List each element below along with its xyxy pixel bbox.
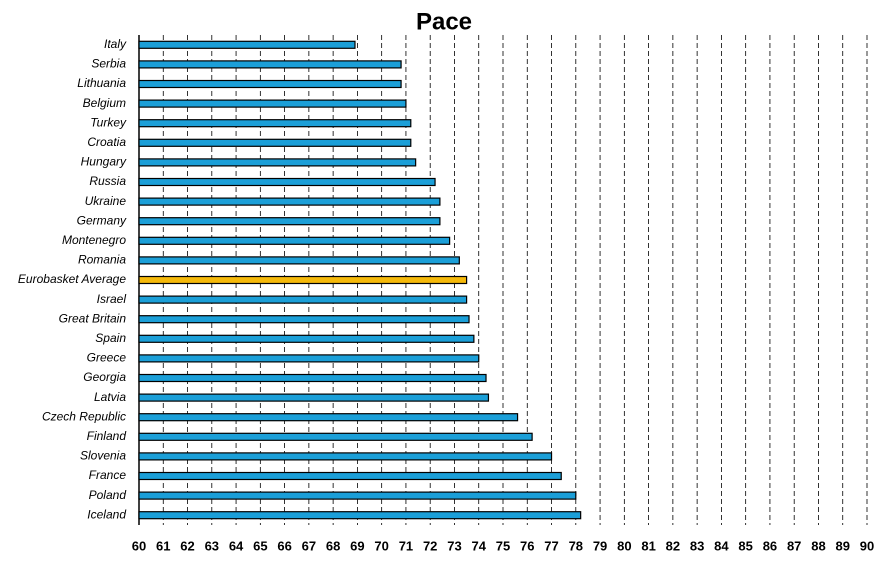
x-tick-label: 72	[423, 538, 437, 553]
y-tick-label: Czech Republic	[42, 409, 126, 423]
y-tick-label: Lithuania	[77, 76, 126, 90]
y-tick-label: Poland	[89, 488, 127, 502]
x-tick-label: 75	[496, 538, 510, 553]
bar	[138, 236, 451, 245]
x-tick-label: 62	[180, 538, 194, 553]
x-tick-label: 73	[447, 538, 461, 553]
y-tick-label: Greece	[87, 351, 127, 365]
x-tick-label: 90	[860, 538, 874, 553]
bar	[138, 315, 470, 324]
x-tick-label: 71	[399, 538, 413, 553]
x-tick-label: 64	[229, 538, 244, 553]
bar	[138, 393, 490, 402]
chart-title: Pace	[416, 8, 472, 35]
x-tick-label: 70	[374, 538, 388, 553]
bar	[138, 354, 480, 363]
y-tick-label: Iceland	[87, 507, 126, 521]
bar	[138, 452, 553, 461]
bar	[138, 432, 533, 441]
y-tick-label: Ukraine	[85, 194, 127, 208]
bar	[138, 158, 417, 167]
x-tick-label: 80	[617, 538, 631, 553]
x-tick-label: 74	[471, 538, 486, 553]
y-tick-label: Hungary	[81, 155, 127, 169]
bar	[138, 99, 407, 108]
x-tick-label: 79	[593, 538, 607, 553]
x-tick-label: 78	[569, 538, 583, 553]
x-tick-label: 67	[302, 538, 316, 553]
y-tick-label: Eurobasket Average	[18, 272, 126, 286]
x-tick-label: 81	[641, 538, 655, 553]
y-tick-label: Romania	[78, 253, 126, 267]
bar	[138, 217, 441, 226]
x-tick-label: 84	[714, 538, 729, 553]
x-tick-label: 65	[253, 538, 267, 553]
x-tick-label: 77	[544, 538, 558, 553]
bar	[138, 491, 577, 500]
x-tick-label: 68	[326, 538, 340, 553]
bar	[138, 275, 468, 285]
bar	[138, 295, 468, 304]
y-tick-label: Germany	[77, 213, 127, 227]
bar	[138, 40, 356, 49]
x-tick-label: 76	[520, 538, 534, 553]
y-tick-label: Croatia	[87, 135, 126, 149]
bar	[138, 60, 402, 69]
x-tick-label: 85	[738, 538, 752, 553]
bar	[138, 413, 519, 422]
x-tick-label: 60	[132, 538, 146, 553]
bar	[138, 256, 460, 265]
bar	[138, 79, 402, 89]
bar	[138, 138, 412, 147]
bar	[138, 119, 412, 128]
y-tick-label: Serbia	[91, 57, 126, 71]
bar	[138, 373, 487, 383]
y-tick-label: Russia	[89, 174, 126, 188]
bar	[138, 471, 562, 481]
y-tick-label: Montenegro	[62, 233, 126, 247]
x-tick-label: 69	[350, 538, 364, 553]
x-tick-label: 61	[156, 538, 170, 553]
x-tick-label: 66	[277, 538, 291, 553]
y-tick-label: Latvia	[94, 390, 126, 404]
x-tick-label: 63	[205, 538, 219, 553]
y-tick-label: Finland	[87, 429, 127, 443]
x-tick-label: 88	[811, 538, 825, 553]
x-tick-label: 86	[763, 538, 777, 553]
y-tick-label: Israel	[97, 292, 127, 306]
y-tick-label: Spain	[95, 331, 126, 345]
bar	[138, 177, 436, 187]
y-tick-label: Slovenia	[80, 449, 126, 463]
x-tick-label: 83	[690, 538, 704, 553]
y-tick-label: Great Britain	[59, 311, 127, 325]
x-tick-label: 87	[787, 538, 801, 553]
bar	[138, 197, 441, 206]
x-tick-label: 82	[666, 538, 680, 553]
y-tick-label: Belgium	[83, 96, 126, 110]
bar	[138, 334, 475, 343]
y-tick-label: Italy	[104, 37, 127, 51]
x-tick-label: 89	[835, 538, 849, 553]
y-tick-label: Turkey	[90, 115, 127, 129]
y-tick-label: Georgia	[83, 370, 126, 384]
bar	[138, 511, 582, 520]
y-tick-label: France	[89, 468, 127, 482]
